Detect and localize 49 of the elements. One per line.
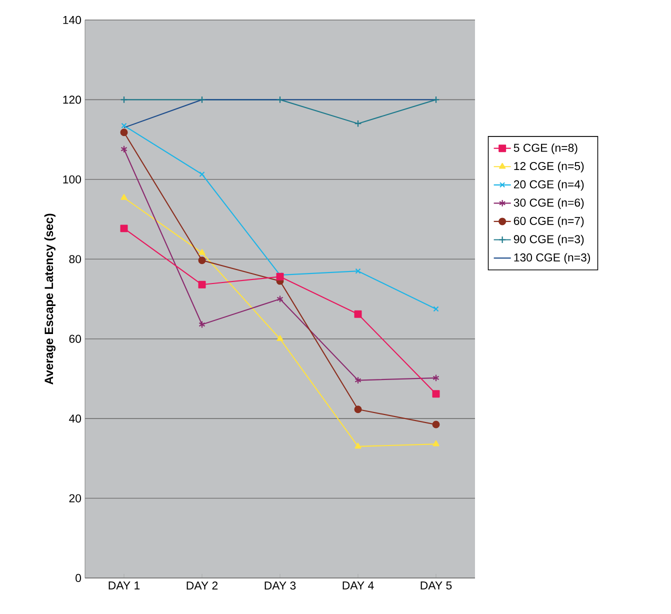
- legend-label: 90 CGE (n=3): [514, 234, 584, 246]
- legend-label: 130 CGE (n=3): [514, 253, 590, 264]
- x-tick-label: DAY 3: [264, 582, 296, 590]
- legend-label: 12 CGE (n=5): [514, 162, 584, 172]
- x-tick-label: DAY 5: [420, 582, 452, 590]
- legend-label: 20 CGE (n=4): [514, 180, 584, 191]
- point: [354, 376, 362, 384]
- point: [120, 96, 128, 104]
- point: [432, 374, 440, 382]
- point: [355, 268, 361, 274]
- point: [354, 310, 362, 318]
- point: [120, 224, 128, 232]
- point: [432, 440, 440, 446]
- y-tick-label: 20: [69, 494, 82, 502]
- legend-label: 30 CGE (n=6): [514, 198, 584, 209]
- point: [198, 96, 206, 104]
- point: [433, 306, 439, 312]
- point: [354, 120, 362, 128]
- y-tick-label: 60: [69, 334, 82, 343]
- point: [276, 335, 284, 341]
- x-tick-label: DAY 4: [342, 582, 374, 590]
- y-tick-label: 100: [63, 175, 82, 184]
- y-tick-label: 120: [63, 96, 82, 104]
- point: [120, 128, 128, 136]
- point: [198, 320, 206, 328]
- legend-label: 5 CGE (n=8): [514, 143, 578, 154]
- point: [121, 122, 127, 128]
- point: [198, 256, 206, 264]
- point: [120, 194, 128, 200]
- point: [432, 96, 440, 104]
- point: [276, 272, 284, 280]
- point: [432, 390, 440, 398]
- y-tick-label: 80: [69, 255, 82, 264]
- point: [276, 295, 284, 303]
- point: [198, 280, 206, 288]
- y-axis-title: Average Escape Latency (sec): [44, 214, 56, 385]
- point: [120, 145, 128, 153]
- point: [432, 420, 440, 428]
- x-tick-label: DAY 1: [108, 582, 140, 590]
- point: [354, 442, 362, 449]
- point: [199, 171, 205, 178]
- point: [354, 406, 362, 414]
- point: [198, 249, 206, 255]
- legend-label: 60 CGE (n=7): [514, 216, 584, 228]
- x-tick-label: DAY 2: [186, 582, 218, 590]
- point: [276, 96, 284, 104]
- y-tick-label: 40: [69, 414, 82, 423]
- y-tick-label: 140: [63, 16, 82, 24]
- y-tick-label: 0: [76, 574, 82, 582]
